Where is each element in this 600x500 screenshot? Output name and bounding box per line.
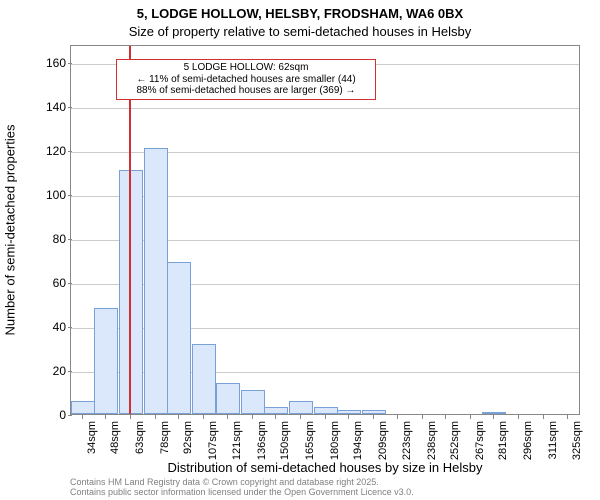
- x-tick-label: 107sqm: [207, 421, 219, 460]
- x-tick-mark: [178, 415, 179, 419]
- x-tick-mark: [130, 415, 131, 419]
- x-tick-mark: [348, 415, 349, 419]
- x-axis-label: Distribution of semi-detached houses by …: [70, 460, 580, 475]
- x-tick-label: 311sqm: [547, 421, 559, 459]
- chart-subtitle: Size of property relative to semi-detach…: [0, 24, 600, 39]
- x-tick-mark: [227, 415, 228, 419]
- footer-line1: Contains HM Land Registry data © Crown c…: [70, 477, 414, 487]
- histogram-bar: [241, 390, 265, 414]
- x-tick-label: 267sqm: [474, 421, 486, 460]
- y-tick-mark: [68, 327, 72, 328]
- y-tick-label: 0: [59, 408, 66, 422]
- annotation-line2: ← 11% of semi-detached houses are smalle…: [123, 74, 369, 86]
- x-tick-label: 165sqm: [304, 421, 316, 460]
- histogram-bar: [264, 407, 288, 414]
- x-tick-mark: [445, 415, 446, 419]
- histogram-bar: [144, 148, 168, 414]
- x-tick-mark: [373, 415, 374, 419]
- x-tick-mark: [422, 415, 423, 419]
- y-tick-mark: [68, 371, 72, 372]
- x-tick-mark: [543, 415, 544, 419]
- x-tick-mark: [567, 415, 568, 419]
- footer-credits: Contains HM Land Registry data © Crown c…: [70, 477, 414, 497]
- x-tick-label: 238sqm: [426, 421, 438, 460]
- histogram-bar: [192, 344, 216, 414]
- x-tick-label: 209sqm: [377, 421, 389, 460]
- annotation-line3: 88% of semi-detached houses are larger (…: [123, 85, 369, 97]
- chart-title: 5, LODGE HOLLOW, HELSBY, FRODSHAM, WA6 0…: [0, 6, 600, 21]
- y-tick-label: 120: [46, 144, 66, 158]
- histogram-bar: [71, 401, 95, 414]
- histogram-bar: [314, 407, 338, 414]
- y-axis-ticks: 020406080100120140160: [0, 45, 66, 415]
- x-tick-label: 296sqm: [522, 421, 534, 460]
- x-tick-mark: [397, 415, 398, 419]
- x-tick-label: 252sqm: [449, 421, 461, 460]
- x-tick-label: 34sqm: [86, 421, 98, 454]
- x-tick-mark: [155, 415, 156, 419]
- x-tick-mark: [275, 415, 276, 419]
- annotation-line1: 5 LODGE HOLLOW: 62sqm: [123, 62, 369, 74]
- histogram-bar: [337, 410, 361, 414]
- y-tick-label: 100: [46, 188, 66, 202]
- annotation-box: 5 LODGE HOLLOW: 62sqm ← 11% of semi-deta…: [116, 59, 376, 100]
- x-tick-mark: [203, 415, 204, 419]
- histogram-bar: [167, 262, 191, 414]
- y-tick-mark: [68, 239, 72, 240]
- x-tick-mark: [518, 415, 519, 419]
- y-tick-label: 80: [53, 232, 66, 246]
- y-tick-mark: [68, 415, 72, 416]
- x-tick-label: 48sqm: [109, 421, 121, 454]
- y-tick-mark: [68, 151, 72, 152]
- x-tick-label: 63sqm: [134, 421, 146, 454]
- x-tick-mark: [82, 415, 83, 419]
- x-tick-label: 78sqm: [159, 421, 171, 454]
- y-tick-label: 160: [46, 56, 66, 70]
- x-tick-label: 136sqm: [256, 421, 268, 460]
- histogram-bar: [482, 412, 506, 414]
- x-tick-label: 92sqm: [182, 421, 194, 454]
- x-tick-mark: [470, 415, 471, 419]
- y-tick-mark: [68, 63, 72, 64]
- histogram-bars: [71, 46, 579, 414]
- property-marker-line: [129, 46, 131, 414]
- x-tick-mark: [105, 415, 106, 419]
- x-tick-label: 281sqm: [497, 421, 509, 460]
- histogram-bar: [289, 401, 313, 414]
- histogram-bar: [362, 410, 386, 414]
- y-tick-mark: [68, 283, 72, 284]
- x-tick-label: 325sqm: [571, 421, 583, 460]
- x-tick-mark: [493, 415, 494, 419]
- y-tick-mark: [68, 107, 72, 108]
- y-tick-label: 60: [53, 276, 66, 290]
- y-tick-mark: [68, 195, 72, 196]
- chart-plot-area: 5 LODGE HOLLOW: 62sqm ← 11% of semi-deta…: [70, 45, 580, 415]
- x-tick-label: 180sqm: [329, 421, 341, 460]
- y-tick-label: 140: [46, 100, 66, 114]
- x-tick-mark: [325, 415, 326, 419]
- chart-container: { "title": "5, LODGE HOLLOW, HELSBY, FRO…: [0, 0, 600, 500]
- x-tick-label: 194sqm: [352, 421, 364, 460]
- x-tick-label: 150sqm: [279, 421, 291, 460]
- footer-line2: Contains public sector information licen…: [70, 487, 414, 497]
- x-tick-label: 223sqm: [401, 421, 413, 460]
- x-tick-label: 121sqm: [231, 421, 243, 460]
- x-tick-mark: [300, 415, 301, 419]
- x-tick-mark: [252, 415, 253, 419]
- histogram-bar: [216, 383, 240, 414]
- y-tick-label: 20: [53, 364, 66, 378]
- histogram-bar: [94, 308, 118, 414]
- y-tick-label: 40: [53, 320, 66, 334]
